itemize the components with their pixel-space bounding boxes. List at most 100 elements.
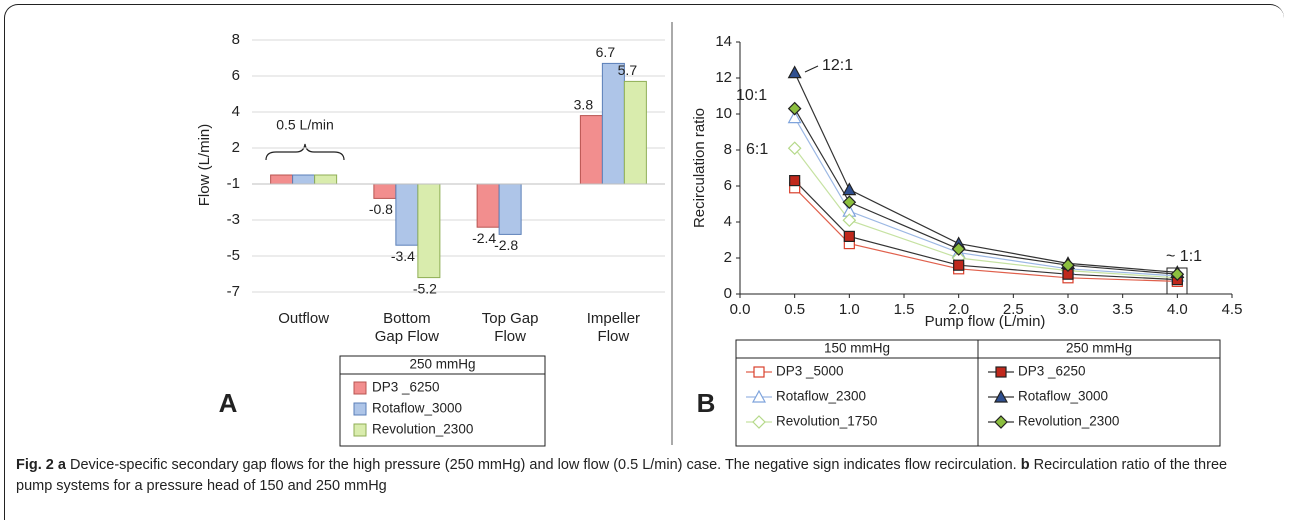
marker xyxy=(953,259,965,271)
y-tick-label: 2 xyxy=(724,249,732,266)
data-label: 3.8 xyxy=(574,96,594,112)
panel-label: A xyxy=(219,388,238,418)
y-tick-label: 12 xyxy=(715,69,732,86)
x-tick-label: 1.0 xyxy=(839,301,860,318)
caption-key: b xyxy=(1020,457,1030,473)
y-tick-label: 10 xyxy=(715,105,732,122)
x-tick-label: 3.5 xyxy=(1112,301,1133,318)
annotation: ~ 1:1 xyxy=(1166,248,1202,265)
bar xyxy=(314,174,338,185)
legend-label: Revolution_2300 xyxy=(1018,414,1119,429)
bar xyxy=(498,183,522,235)
annotation: 10:1 xyxy=(736,87,767,104)
series-line xyxy=(794,180,1178,281)
legend-label: Rotaflow_2300 xyxy=(776,389,866,404)
marker xyxy=(789,175,801,187)
bar xyxy=(395,183,419,246)
marker xyxy=(993,389,1009,403)
x-tick-label: 0.0 xyxy=(730,301,751,318)
legend-title: 250 mmHg xyxy=(1066,341,1132,356)
legend-swatch xyxy=(353,423,367,437)
legend-title: 250 mmHg xyxy=(409,357,475,372)
marker xyxy=(842,195,857,210)
marker xyxy=(1061,258,1075,273)
y-axis-title: Recirculation ratio xyxy=(691,108,708,228)
brace xyxy=(265,143,345,161)
figure-frame xyxy=(4,4,1284,520)
marker xyxy=(951,242,966,256)
legend-label: DP3 _6250 xyxy=(1018,364,1086,379)
legend-label: Rotaflow_3000 xyxy=(1018,389,1108,404)
panel-label: B xyxy=(697,388,716,418)
y-tick-label: 14 xyxy=(715,33,732,50)
caption-text: Device-specific secondary gap flows for … xyxy=(70,457,1017,473)
marker xyxy=(843,230,855,242)
y-tick-label: 4 xyxy=(232,103,240,120)
x-tick-label: Top Gap Flow xyxy=(481,310,539,345)
legend-label: Rotaflow_3000 xyxy=(372,401,462,416)
bar xyxy=(292,174,316,185)
y-tick-label: 6 xyxy=(232,67,240,84)
y-tick-label: 4 xyxy=(724,213,732,230)
marker xyxy=(751,389,767,403)
bar xyxy=(417,183,441,279)
marker xyxy=(995,366,1007,378)
y-tick-label: 6 xyxy=(724,177,732,194)
bar xyxy=(476,183,500,228)
data-label: 5.7 xyxy=(618,62,638,78)
bar xyxy=(623,80,647,185)
bar xyxy=(601,62,625,185)
marker xyxy=(994,415,1008,429)
marker xyxy=(787,65,802,79)
annotation: 0.5 L/min xyxy=(276,117,334,133)
caption: Fig. 2 a Device-specific secondary gap f… xyxy=(16,455,1266,497)
y-tick-label: 8 xyxy=(232,31,240,48)
y-tick-label: -7 xyxy=(227,283,240,300)
x-tick-label: 0.5 xyxy=(784,301,805,318)
legend-label: Revolution_1750 xyxy=(776,414,877,429)
x-tick-label: Outflow xyxy=(278,310,330,327)
legend-label: Revolution_2300 xyxy=(372,422,473,437)
data-label: -0.8 xyxy=(369,201,393,217)
legend-title: 150 mmHg xyxy=(824,341,890,356)
legend-label: DP3 _5000 xyxy=(776,364,844,379)
marker xyxy=(787,101,802,116)
x-tick-label: 2.0 xyxy=(948,301,969,318)
figure-label: Fig. 2 xyxy=(16,457,54,473)
data-label: 6.7 xyxy=(596,44,616,60)
data-label: -2.8 xyxy=(494,237,518,253)
x-tick-label: 3.0 xyxy=(1058,301,1079,318)
legend-swatch xyxy=(353,381,367,395)
legend-label: DP3 _6250 xyxy=(372,380,440,395)
x-tick-label: 4.0 xyxy=(1167,301,1188,318)
marker xyxy=(1170,267,1185,282)
x-tick-label: Bottom Gap Flow xyxy=(374,310,439,345)
y-tick-label: 0 xyxy=(724,285,732,302)
marker xyxy=(787,141,802,156)
x-tick-label: 1.5 xyxy=(894,301,915,318)
annotation: 6:1 xyxy=(746,141,768,158)
bar xyxy=(270,174,294,185)
caption-text: Recirculation ratio of the three pump sy… xyxy=(16,457,1228,494)
x-tick-label: 2.5 xyxy=(1003,301,1024,318)
marker xyxy=(752,415,766,429)
y-tick-label: -3 xyxy=(227,211,240,228)
x-tick-label: 4.5 xyxy=(1222,301,1243,318)
x-axis-title: Pump flow (L/min) xyxy=(925,313,1046,330)
y-tick-label: 8 xyxy=(724,141,732,158)
y-tick-label: 2 xyxy=(232,139,240,156)
annotation-line xyxy=(804,65,819,73)
legend-swatch xyxy=(353,402,367,416)
data-label: -2.4 xyxy=(472,230,496,246)
x-tick-label: Impeller Flow xyxy=(586,310,641,345)
annotation: 12:1 xyxy=(822,57,853,74)
series-line xyxy=(794,117,1178,277)
marker xyxy=(842,213,857,228)
y-tick-label: -5 xyxy=(227,247,240,264)
data-label: -3.4 xyxy=(391,248,415,264)
bar xyxy=(579,115,603,185)
marker xyxy=(787,110,802,124)
data-label: -5.2 xyxy=(413,280,437,296)
